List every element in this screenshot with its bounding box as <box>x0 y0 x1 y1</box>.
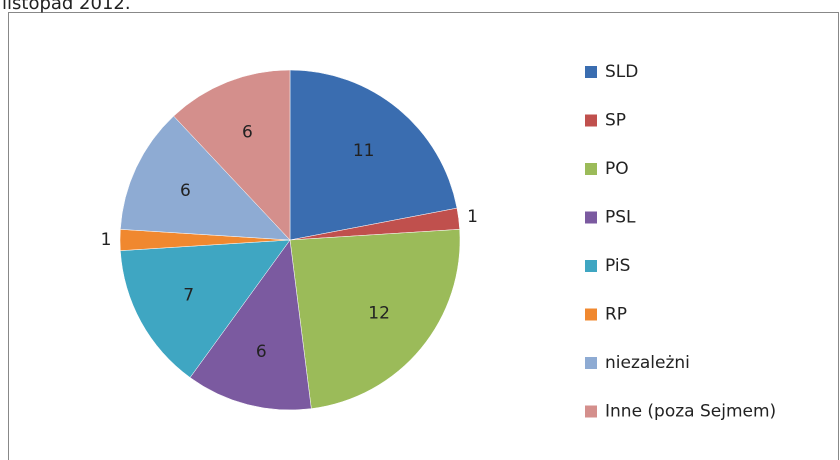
legend-label: PSL <box>605 208 636 228</box>
legend-swatch <box>585 66 597 78</box>
legend-label: SLD <box>605 62 638 82</box>
legend-label: RP <box>605 305 627 325</box>
legend-swatch <box>585 114 597 127</box>
data-label: 1 <box>101 230 112 250</box>
legend-label: SP <box>605 111 626 131</box>
legend-swatch <box>585 357 597 369</box>
data-label: 6 <box>242 123 253 143</box>
pie-slice <box>189 239 312 411</box>
chart-title: listopad 2012. <box>2 0 131 14</box>
pie-slice <box>173 69 291 241</box>
legend-swatch <box>585 405 597 418</box>
data-label: 6 <box>256 342 267 362</box>
legend-swatch <box>585 308 597 321</box>
data-label: 1 <box>467 207 478 227</box>
legend-swatch <box>585 260 597 272</box>
legend-label: PiS <box>605 256 630 276</box>
data-label: 12 <box>368 304 390 324</box>
legend-swatch <box>585 211 597 224</box>
pie-slice <box>289 69 458 241</box>
pie-slice <box>120 115 291 241</box>
legend-label: PO <box>605 159 629 179</box>
data-label: 7 <box>183 286 194 306</box>
legend-label: niezależni <box>605 353 690 373</box>
pie-slice <box>289 229 461 409</box>
legend-swatch <box>585 163 597 175</box>
data-label: 11 <box>353 141 375 161</box>
pie-slice <box>120 239 291 378</box>
data-label: 6 <box>180 181 191 201</box>
legend-label: Inne (poza Sejmem) <box>605 402 776 422</box>
